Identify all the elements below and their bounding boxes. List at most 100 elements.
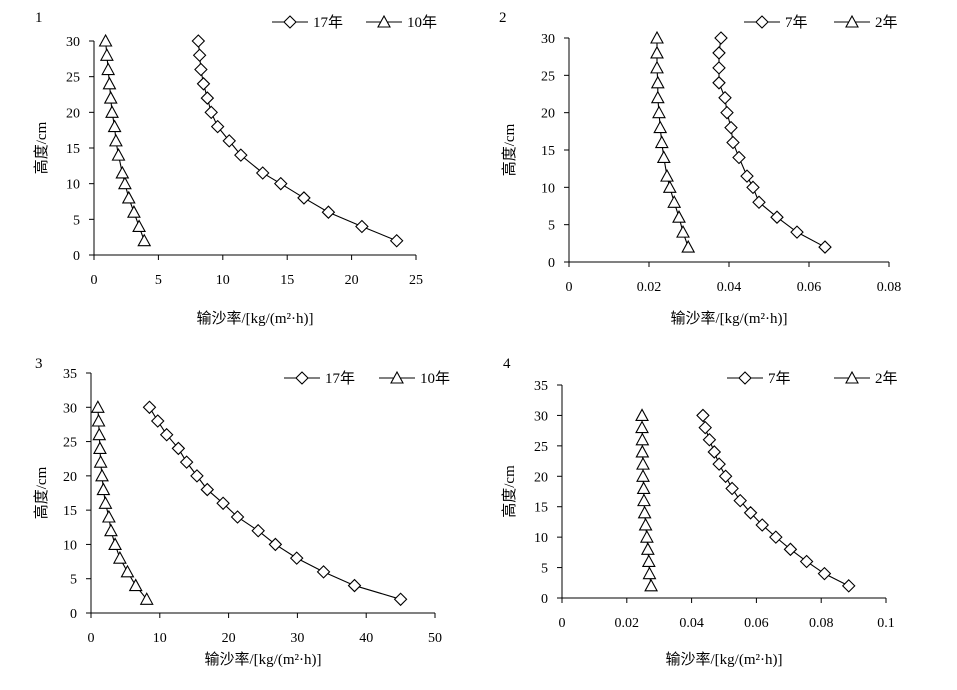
legend-triangle-icon <box>377 14 391 28</box>
diamond-marker <box>251 523 265 538</box>
triangle-marker <box>132 219 147 233</box>
triangle-marker <box>98 33 113 47</box>
legend-label: 10年 <box>407 14 437 31</box>
triangle-marker <box>104 523 118 537</box>
y-tick-label: 5 <box>541 562 548 577</box>
diamond-marker <box>273 176 288 191</box>
triangle-marker <box>137 233 152 247</box>
legend-triangle-icon <box>390 370 404 384</box>
legend-item: 17年 <box>284 370 355 387</box>
series-2 <box>90 400 154 605</box>
y-tick-label: 10 <box>541 181 555 196</box>
x-tick-label: 0.1 <box>877 616 895 631</box>
diamond-marker <box>316 565 331 579</box>
triangle-marker <box>98 496 113 509</box>
y-tick-label: 20 <box>541 107 555 122</box>
diamond-marker <box>355 219 369 234</box>
triangle-marker <box>127 205 141 218</box>
x-tick-label: 0 <box>91 273 98 288</box>
triangle-marker <box>95 468 109 482</box>
series-2 <box>635 408 659 592</box>
legend-label: 2年 <box>875 370 898 387</box>
panel-label: 3 <box>35 356 43 372</box>
triangle-marker <box>99 48 114 61</box>
series-line <box>702 415 849 587</box>
triangle-marker <box>107 119 122 133</box>
triangle-marker <box>111 147 126 161</box>
diamond-marker <box>192 48 207 63</box>
legend-item: 7年 <box>727 370 791 387</box>
diamond-marker <box>718 469 733 484</box>
diamond-marker <box>230 510 245 524</box>
triangle-marker <box>115 165 130 179</box>
diamond-marker <box>790 225 804 239</box>
y-tick-label: 30 <box>534 409 548 424</box>
x-axis-label: 输沙率/[kg/(m²·h)] <box>666 651 783 668</box>
y-tick-label: 30 <box>541 32 555 47</box>
y-tick-label: 15 <box>66 142 80 157</box>
y-tick-label: 25 <box>66 71 80 86</box>
x-tick-label: 0 <box>559 616 566 631</box>
diamond-marker <box>755 518 770 532</box>
legend: 17年 10年 <box>272 14 437 31</box>
triangle-marker <box>108 537 123 550</box>
diamond-marker <box>817 566 832 581</box>
y-tick-label: 0 <box>548 256 555 271</box>
legend-label: 17年 <box>325 370 355 387</box>
x-tick-label: 10 <box>216 273 230 288</box>
y-tick-label: 20 <box>66 106 80 121</box>
diamond-marker <box>712 61 726 75</box>
diamond-marker <box>714 31 728 45</box>
diamond-marker <box>718 90 732 105</box>
x-axis-label: 输沙率/[kg/(m²·h)] <box>671 310 788 327</box>
y-tick-label: 15 <box>534 501 548 516</box>
x-tick-label: 30 <box>290 631 304 646</box>
diamond-marker <box>393 592 408 607</box>
y-tick-label: 15 <box>541 144 555 159</box>
triangle-marker <box>638 517 653 531</box>
diamond-marker <box>268 537 283 552</box>
panel-label: 1 <box>35 10 43 26</box>
y-tick-label: 0 <box>541 592 548 607</box>
triangle-marker <box>681 239 696 253</box>
diamond-marker <box>171 441 186 456</box>
chart-panel-4: 4 0 5 10 15 20 25 30 35 0 0.02 0.04 0.06 0.08 0.1 输沙率/[… <box>501 356 898 668</box>
y-tick-label: 25 <box>541 69 555 84</box>
x-tick-label: 0 <box>88 631 95 646</box>
series-1 <box>191 34 404 248</box>
y-tick-label: 25 <box>63 436 77 451</box>
diamond-marker <box>712 457 726 471</box>
series-1 <box>696 408 856 593</box>
diamond-marker <box>159 427 174 442</box>
triangle-marker <box>139 592 154 605</box>
legend-diamond-icon <box>755 15 769 29</box>
x-tick-label: 0 <box>566 280 573 295</box>
triangle-marker <box>102 76 117 90</box>
diamond-marker <box>841 579 856 593</box>
series-1 <box>142 400 408 607</box>
triangle-marker <box>108 133 123 147</box>
y-tick-label: 10 <box>534 531 548 546</box>
y-tick-label: 30 <box>63 401 77 416</box>
triangle-marker <box>650 90 665 104</box>
triangle-marker <box>650 75 665 89</box>
triangle-marker <box>120 564 135 578</box>
x-tick-label: 50 <box>428 631 442 646</box>
triangle-marker <box>93 454 108 468</box>
diamond-marker <box>724 120 738 135</box>
x-tick-label: 5 <box>155 273 162 288</box>
x-tick-label: 0.08 <box>877 280 902 295</box>
y-tick-label: 15 <box>63 504 77 519</box>
triangle-marker <box>640 542 655 555</box>
x-tick-label: 10 <box>153 631 167 646</box>
x-tick-label: 0.06 <box>797 280 822 295</box>
triangle-marker <box>641 554 656 568</box>
diamond-marker <box>746 180 760 195</box>
triangle-marker <box>644 578 659 592</box>
triangle-marker <box>93 441 107 454</box>
diamond-marker <box>200 91 215 105</box>
panel-label: 2 <box>499 10 507 26</box>
x-tick-label: 0.02 <box>615 616 640 631</box>
